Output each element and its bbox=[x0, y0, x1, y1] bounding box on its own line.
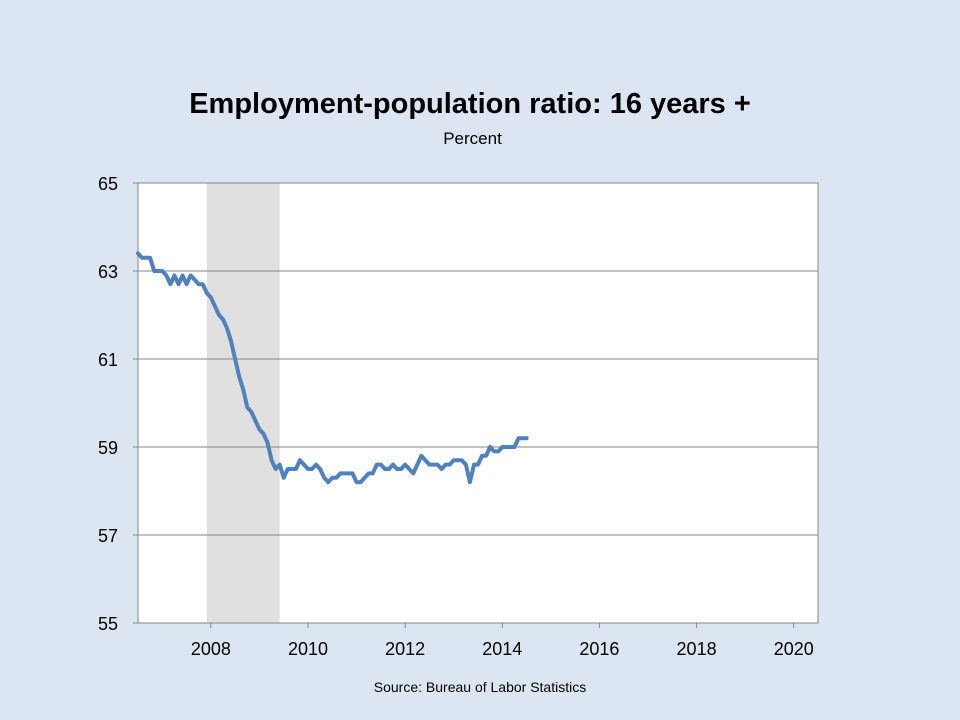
chart-title: Employment-population ratio: 16 years + bbox=[189, 88, 751, 120]
source-note: Source: Bureau of Labor Statistics bbox=[373, 679, 587, 695]
y-tick-label: 55 bbox=[98, 614, 118, 634]
series-line bbox=[136, 251, 529, 485]
y-tick-label: 59 bbox=[98, 438, 118, 458]
chart-subtitle: Percent bbox=[443, 129, 502, 148]
x-tick-label: 2012 bbox=[385, 639, 425, 659]
y-tick-label: 61 bbox=[98, 350, 118, 370]
x-tick-label: 2016 bbox=[579, 639, 619, 659]
y-tick-label: 63 bbox=[98, 262, 118, 282]
recession-band bbox=[206, 183, 280, 623]
y-tick-label: 57 bbox=[98, 526, 118, 546]
x-tick-label: 2014 bbox=[482, 639, 522, 659]
x-tick-label: 2008 bbox=[191, 639, 231, 659]
x-tick-label: 2020 bbox=[774, 639, 814, 659]
x-tick-label: 2018 bbox=[677, 639, 717, 659]
plot-border bbox=[137, 182, 819, 624]
x-tick-label: 2010 bbox=[288, 639, 328, 659]
y-tick-label: 65 bbox=[98, 174, 118, 194]
